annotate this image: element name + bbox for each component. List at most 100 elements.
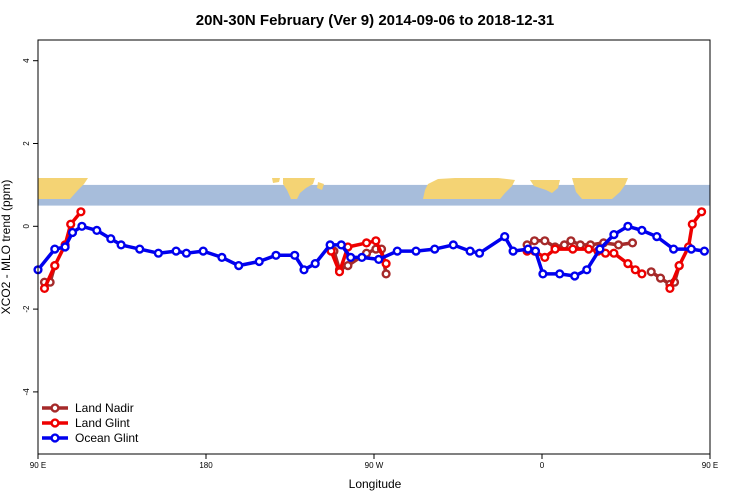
data-point — [637, 225, 647, 236]
y-tick-label: 4 — [22, 58, 31, 63]
data-point — [686, 244, 696, 254]
data-point — [465, 246, 475, 256]
data-point — [343, 261, 353, 271]
data-point — [538, 269, 548, 279]
data-point — [234, 261, 244, 271]
legend-label: Land Glint — [75, 416, 130, 430]
data-point — [474, 248, 485, 258]
y-tick-label: 0 — [22, 224, 31, 229]
data-point — [696, 207, 707, 217]
legend-swatch-marker — [50, 418, 60, 428]
data-point — [106, 234, 116, 244]
data-point — [392, 246, 402, 256]
legend-swatch-marker — [50, 433, 60, 443]
data-point — [568, 244, 578, 254]
data-point — [570, 271, 580, 281]
data-point — [582, 265, 592, 275]
data-point — [153, 248, 164, 258]
y-tick-label: 2 — [22, 141, 31, 146]
data-point — [668, 244, 679, 254]
x-tick-label: 180 — [199, 461, 213, 470]
legend-label: Land Nadir — [75, 401, 134, 415]
data-point — [50, 244, 60, 254]
data-point — [381, 259, 391, 269]
data-point — [66, 219, 76, 229]
data-point — [646, 267, 656, 277]
data-point — [630, 265, 640, 275]
data-point — [555, 269, 565, 279]
data-point — [523, 244, 533, 254]
land-arabia — [530, 180, 560, 193]
data-point — [637, 269, 647, 279]
land-north-africa — [423, 178, 515, 199]
data-point — [609, 248, 619, 258]
data-point — [135, 244, 145, 254]
data-point — [76, 207, 86, 217]
x-tick-label: 90 W — [365, 461, 384, 470]
x-tick-label: 0 — [540, 461, 545, 470]
data-point — [60, 242, 70, 252]
legend-item: Ocean Glint — [42, 431, 139, 445]
data-point — [529, 236, 540, 246]
data-point — [271, 250, 281, 260]
data-point — [346, 252, 356, 263]
data-point — [566, 236, 576, 246]
data-point — [508, 246, 518, 256]
x-axis-label: Longitude — [349, 477, 402, 491]
series-layer — [33, 207, 710, 294]
data-point — [627, 238, 638, 248]
land-alaska — [272, 178, 280, 183]
land-asia-west — [38, 178, 88, 199]
land-asia-east — [572, 178, 628, 199]
data-point — [39, 283, 50, 294]
data-point — [171, 246, 181, 256]
map-ocean — [38, 184, 710, 206]
data-point — [299, 265, 309, 275]
data-point — [198, 246, 208, 256]
y-axis: 4 2 0 -2 -4 — [22, 58, 38, 396]
data-point — [50, 261, 60, 271]
data-point — [687, 219, 697, 229]
chart-title: 20N-30N February (Ver 9) 2014-09-06 to 2… — [196, 12, 555, 29]
legend-item: Land Glint — [42, 416, 130, 430]
data-point — [290, 250, 300, 260]
data-point — [699, 246, 710, 256]
legend-label: Ocean Glint — [75, 431, 139, 445]
series-ocean-glint — [33, 221, 710, 281]
data-point — [584, 244, 594, 254]
data-point — [550, 244, 560, 254]
data-point — [540, 252, 550, 263]
y-tick-label: -4 — [22, 388, 31, 396]
data-point — [381, 269, 391, 279]
land-mexico — [317, 182, 324, 190]
data-point — [595, 244, 605, 254]
data-point — [530, 246, 541, 256]
data-point — [77, 221, 87, 231]
data-point — [665, 283, 675, 294]
data-point — [613, 240, 624, 250]
data-point — [336, 240, 346, 250]
map-land — [38, 178, 628, 199]
data-point — [357, 252, 367, 263]
legend-item: Land Nadir — [42, 401, 134, 415]
data-point — [623, 259, 633, 269]
data-point — [411, 246, 421, 256]
data-point — [623, 221, 633, 231]
data-point — [361, 238, 372, 248]
data-point — [430, 244, 440, 254]
data-point — [217, 252, 227, 263]
x-axis: 90 E 180 90 W 0 90 E — [30, 454, 718, 470]
data-point — [609, 230, 619, 240]
data-point — [116, 240, 126, 250]
data-point — [500, 232, 510, 242]
data-point — [325, 240, 335, 250]
data-point — [310, 259, 320, 269]
land-north-america — [283, 178, 315, 199]
y-axis-label: XCO2 - MLO trend (ppm) — [0, 180, 13, 315]
map-strip — [38, 178, 710, 206]
data-point — [374, 254, 384, 265]
legend-swatch-marker — [50, 403, 60, 413]
y-tick-label: -2 — [22, 305, 31, 313]
